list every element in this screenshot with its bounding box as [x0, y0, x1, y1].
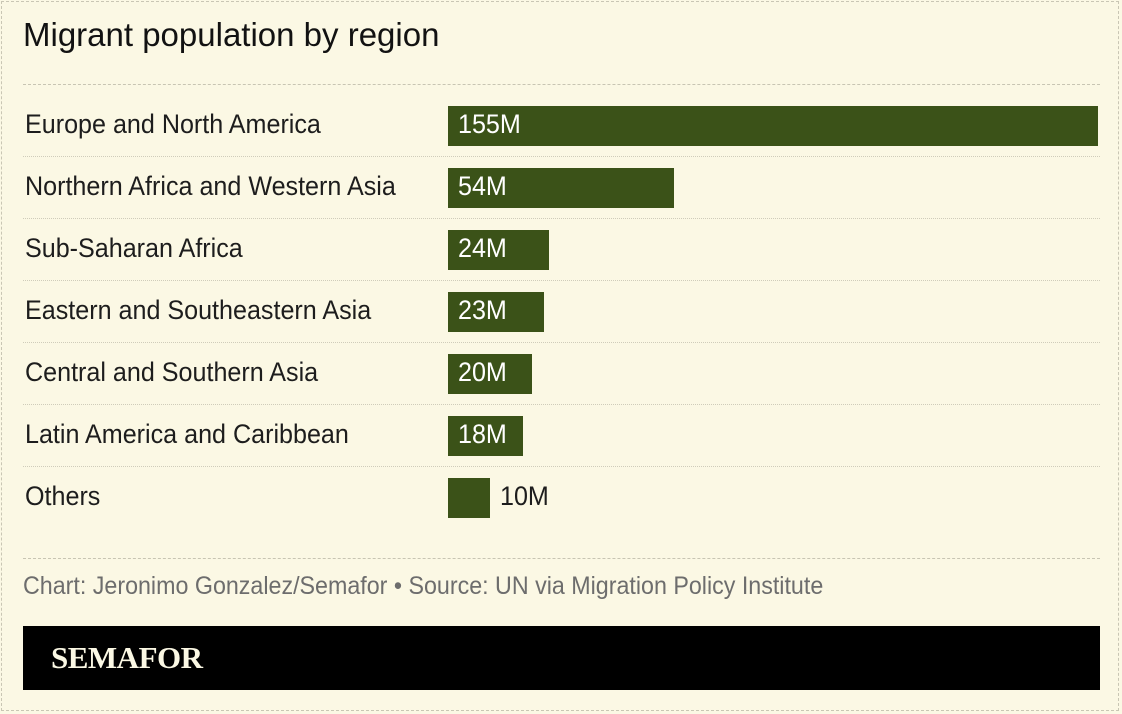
bar-value-label: 18M — [458, 419, 507, 449]
bar-value-label: 20M — [458, 357, 507, 387]
bar — [448, 292, 544, 332]
category-label: Europe and North America — [25, 109, 321, 139]
bar — [448, 416, 523, 456]
title-divider — [23, 84, 1100, 85]
category-label: Central and Southern Asia — [25, 357, 319, 387]
bar-row: Latin America and Caribbean 18M — [23, 405, 1100, 467]
category-label: Eastern and Southeastern Asia — [25, 295, 372, 325]
bar-rows: Europe and North America 155M Northern Afr… — [23, 95, 1100, 529]
footer-divider — [23, 558, 1100, 559]
bar-value-label: 23M — [458, 295, 507, 325]
row-separator — [23, 280, 1100, 281]
bar — [448, 354, 532, 394]
row-separator — [23, 342, 1100, 343]
chart-title: Migrant population by region — [23, 16, 440, 53]
bar-row: Northern Africa and Western Asia 54M — [23, 157, 1100, 219]
bar — [448, 168, 674, 208]
category-label: Northern Africa and Western Asia — [25, 171, 396, 201]
brand-logo: SEMAFOR — [51, 640, 203, 675]
bar-row: Others 10M — [23, 467, 1100, 529]
bar — [448, 106, 1098, 146]
bar-value-label: 155M — [458, 109, 521, 139]
row-separator — [23, 404, 1100, 405]
bar-row: Central and Southern Asia 20M — [23, 343, 1100, 405]
row-separator — [23, 466, 1100, 467]
row-separator — [23, 156, 1100, 157]
bar-value-label: 54M — [458, 171, 507, 201]
brand-bar: SEMAFOR — [23, 626, 1100, 690]
row-separator — [23, 218, 1100, 219]
source-note: Chart: Jeronimo Gonzalez/Semafor • Sourc… — [23, 572, 824, 600]
category-label: Latin America and Caribbean — [25, 419, 349, 449]
bar-row: Europe and North America 155M — [23, 95, 1100, 157]
category-label: Others — [25, 481, 101, 511]
bar-value-label: 24M — [458, 233, 507, 263]
bar-row: Sub-Saharan Africa 24M — [23, 219, 1100, 281]
bar — [448, 230, 549, 270]
category-label: Sub-Saharan Africa — [25, 233, 243, 263]
bar-value-label: 10M — [500, 481, 549, 511]
bar-row: Eastern and Southeastern Asia 23M — [23, 281, 1100, 343]
bar — [448, 478, 490, 518]
